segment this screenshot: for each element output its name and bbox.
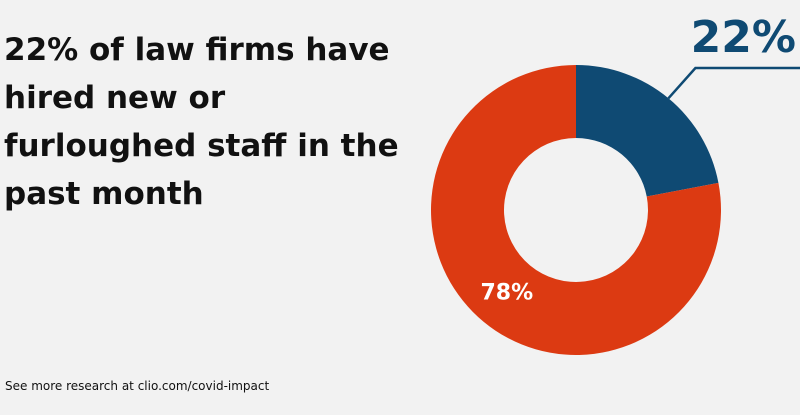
value-label: 22% xyxy=(691,12,796,63)
donut-slice xyxy=(430,65,721,355)
chart-title: 22% of law firms have hired new or furlo… xyxy=(4,32,399,212)
value-label: 78% xyxy=(481,281,534,306)
source-note: See more research at clio.com/covid-impa… xyxy=(5,379,270,393)
leader-line xyxy=(667,66,800,100)
donut-slice xyxy=(576,65,719,197)
